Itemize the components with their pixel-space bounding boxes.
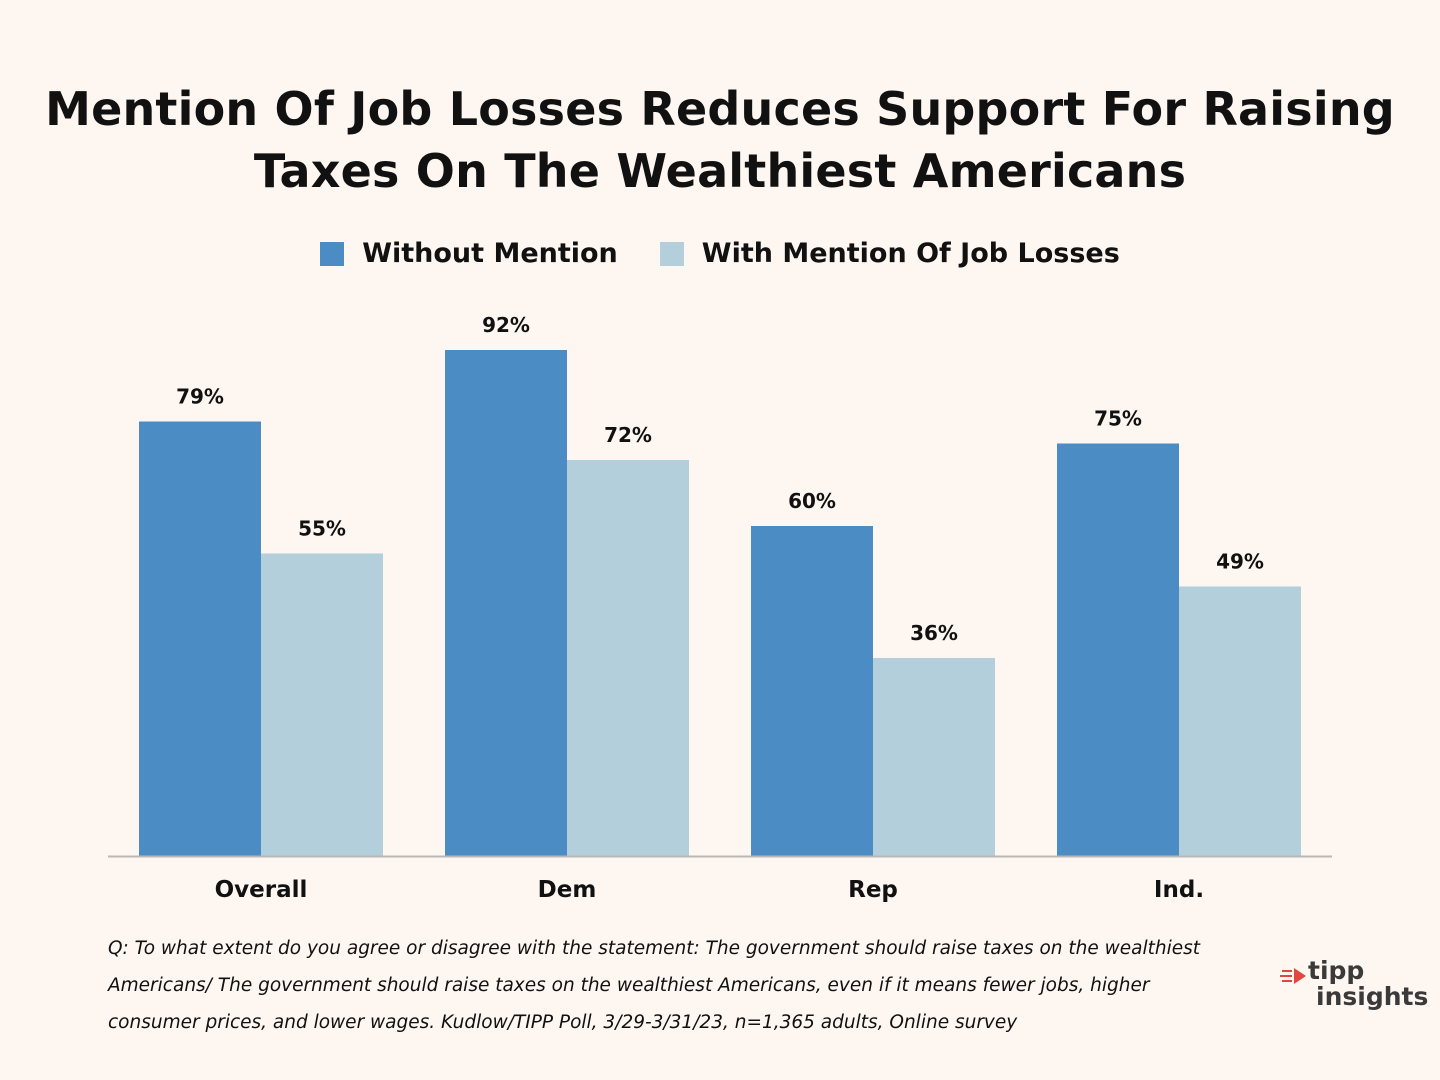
legend-item-with-mention: With Mention Of Job Losses [659, 238, 1120, 269]
chart-legend: Without Mention With Mention Of Job Loss… [0, 238, 1440, 269]
bar-ind-series-1 [1057, 443, 1179, 856]
data-label-rep-series-2: 36% [910, 621, 958, 645]
legend-swatch-without-mention [320, 241, 345, 266]
footnote-line-1: Q: To what extent do you agree or disagr… [108, 938, 1200, 959]
x-tick-label-overall: Overall [215, 877, 308, 903]
legend-label-with-mention: With Mention Of Job Losses [701, 238, 1120, 269]
footnote-line-3: consumer prices, and lower wages. Kudlow… [108, 1012, 1018, 1033]
data-label-overall-series-2: 55% [298, 517, 346, 541]
chart-title: Mention Of Job Losses Reduces Support Fo… [0, 78, 1440, 202]
footnote-line-2: Americans/ The government should raise t… [108, 975, 1150, 996]
data-label-ind-series-1: 75% [1094, 407, 1142, 431]
tipp-insights-logo: tipp insights [1280, 956, 1430, 1020]
chart-title-line-2: Taxes On The Wealthiest Americans [253, 144, 1187, 198]
bar-dem-series-2 [567, 460, 689, 856]
data-label-overall-series-1: 79% [176, 385, 224, 409]
bar-dem-series-1 [445, 350, 567, 856]
x-tick-label-rep: Rep [848, 877, 898, 903]
data-label-ind-series-2: 49% [1216, 550, 1264, 574]
chart-title-line-1: Mention Of Job Losses Reduces Support Fo… [45, 82, 1395, 136]
bar-ind-series-2 [1179, 586, 1301, 856]
data-label-dem-series-2: 72% [604, 423, 652, 447]
legend-label-without-mention: Without Mention [362, 238, 618, 269]
x-tick-label-ind: Ind. [1154, 877, 1204, 903]
bar-rep-series-2 [873, 658, 995, 856]
legend-swatch-with-mention [659, 241, 684, 266]
arrow-lines-icon [1280, 968, 1306, 984]
bar-overall-series-1 [139, 421, 261, 856]
survey-footnote: Q: To what extent do you agree or disagr… [108, 930, 1258, 1041]
bar-overall-series-2 [261, 553, 383, 856]
logo-word-tipp: tipp [1308, 956, 1365, 985]
data-label-dem-series-1: 92% [482, 313, 530, 337]
logo-word-insights: insights [1316, 982, 1429, 1011]
data-label-rep-series-1: 60% [788, 489, 836, 513]
bar-rep-series-1 [751, 526, 873, 856]
legend-item-without-mention: Without Mention [320, 238, 618, 269]
x-tick-label-dem: Dem [538, 877, 597, 903]
